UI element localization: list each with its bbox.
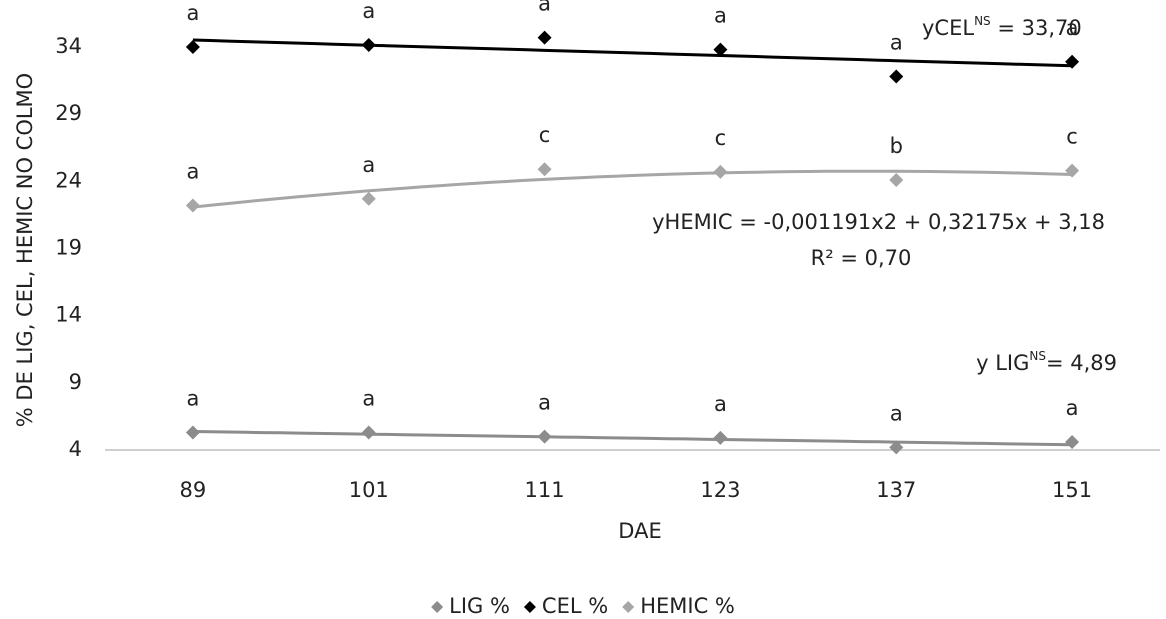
significance-letter: c [715,126,727,150]
annotation: y LIGNS= 4,89 [976,349,1117,376]
x-tick-label: 137 [876,478,916,502]
x-tick-label: 101 [349,478,389,502]
annotation-sup: NS [974,14,991,28]
x-tick-label: 89 [180,478,207,502]
marker [889,440,904,455]
legend-label: LIG % [449,594,510,618]
y-tick-label: 14 [55,303,82,327]
significance-letter: a [186,387,199,411]
marker [537,30,552,45]
significance-letter: a [186,160,199,184]
marker [1065,54,1080,69]
significance-letter: a [1066,396,1079,420]
trendline [192,169,1073,209]
significance-letter: c [539,123,551,147]
marker [537,162,552,177]
marker [713,42,728,57]
annotation: yCELNS = 33,70 [922,14,1082,41]
annotation-text: y LIG [976,351,1029,375]
significance-letter: a [714,4,727,28]
marker [185,40,200,54]
y-tick-label: 34 [55,34,82,58]
significance-letter: a [1066,16,1079,40]
legend: LIG % CEL % HEMIC % [431,594,735,618]
marker [1065,434,1080,449]
x-tick-label: 111 [525,478,565,502]
marker [361,37,376,52]
legend-marker [523,601,536,613]
annotation-text: yCEL [922,16,974,40]
y-tick-label: 4 [69,437,82,461]
y-tick-label: 29 [55,101,82,125]
significance-letter: a [186,1,199,25]
annotation-sup: NS [1029,349,1046,363]
y-tick-label: 24 [55,168,82,192]
legend-label: CEL % [542,594,608,618]
significance-letter: c [1066,125,1078,149]
marker [889,69,904,84]
annotation-text: = 33,70 [991,16,1082,40]
legend-marker [622,601,635,613]
annotation: yHEMIC = -0,001191x2 + 0,32175x + 3,18 [652,210,1105,234]
marker [713,164,728,179]
y-tick-label: 19 [55,236,82,260]
y-tick-label: 9 [69,370,82,394]
marker [1065,163,1080,178]
marker [537,429,552,444]
x-tick-label: 123 [700,478,740,502]
significance-letter: a [714,392,727,416]
trendline [192,430,1073,447]
significance-letter: a [362,0,375,23]
trendline [192,38,1073,68]
significance-letter: a [538,391,551,415]
legend-marker [431,601,444,613]
annotation-text: = 4,89 [1046,351,1117,375]
x-tick-label: 151 [1052,478,1092,502]
marker [713,430,728,445]
significance-letter: a [362,387,375,411]
marker [889,172,904,187]
annotation: R² = 0,70 [811,246,912,270]
marker [185,198,200,213]
marker [185,425,200,440]
legend-label: HEMIC % [640,594,735,618]
significance-letter: a [362,153,375,177]
significance-letter: b [890,134,903,158]
y-axis-label: % DE LIG, CEL, HEMIC NO COLMO [13,73,37,427]
x-axis-label: DAE [618,519,661,543]
significance-letter: a [538,0,551,16]
significance-letter: a [890,401,903,425]
marker [361,425,376,440]
marker [361,191,376,206]
significance-letter: a [890,31,903,55]
